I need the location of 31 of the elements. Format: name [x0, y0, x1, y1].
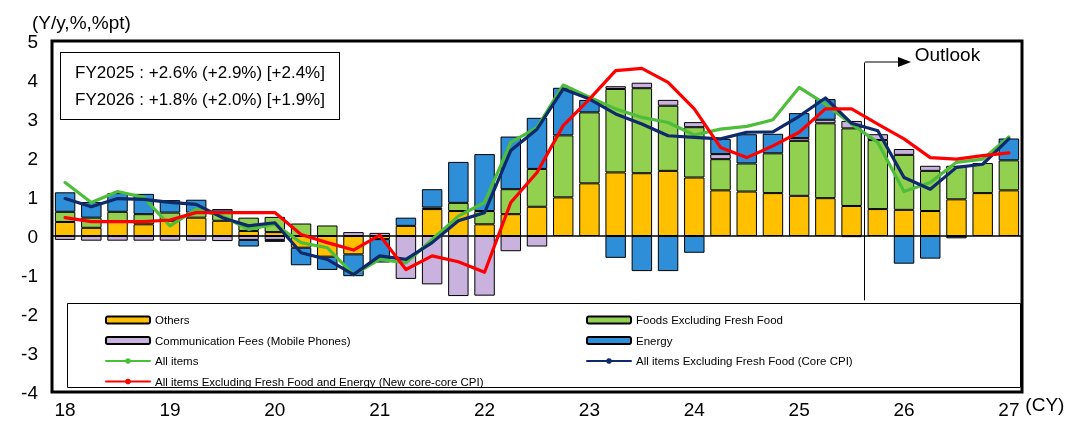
y-tick-label: -1 [21, 264, 38, 286]
x-tick-label: 22 [474, 399, 496, 420]
x-tick-label: 24 [683, 399, 706, 420]
legend-label: All items [155, 355, 199, 367]
ref-line-label: Outlook [914, 44, 981, 67]
y-tick-label: -4 [21, 381, 39, 403]
y-tick-label: 1 [27, 186, 38, 208]
legend-label: All items Excluding Fresh Food (Core CPI) [636, 355, 853, 367]
legend-label: Communication Fees (Mobile Phones) [155, 334, 351, 347]
y-tick-label: 4 [27, 69, 39, 91]
y-tick-label: -3 [21, 342, 38, 364]
x-tick-label: 26 [893, 399, 915, 420]
legend-label: Others [155, 314, 190, 326]
x-tick-label: 27 [998, 399, 1020, 420]
y-axis-title: (Y/y,%,%pt) [32, 11, 131, 33]
x-axis-title: (CY) [1025, 394, 1065, 415]
y-tick-label: 0 [27, 225, 38, 247]
legend-label: Energy [636, 334, 673, 347]
x-tick-label: 20 [264, 399, 286, 420]
x-tick-label: 18 [54, 399, 76, 420]
x-tick-label: 19 [159, 399, 181, 420]
legend-label: Foods Excluding Fresh Food [636, 314, 784, 326]
y-tick-label: -2 [21, 303, 38, 325]
y-tick-label: 2 [27, 147, 38, 169]
x-tick-label: 25 [788, 399, 810, 420]
annotation: FY2025 : +2.6% (+2.9%) [+2.4%] [75, 62, 325, 84]
x-tick-label: 23 [578, 399, 600, 420]
y-tick-label: 3 [27, 108, 38, 130]
x-tick-label: 21 [369, 399, 391, 420]
text-box: FY2025 : +2.6% (+2.9%) [+2.4%] FY2026 : +1.8% (+2.0%) [+1.9%] [60, 52, 340, 120]
annotation: FY2026 : +1.8% (+2.0%) [+1.9%] [75, 89, 325, 111]
